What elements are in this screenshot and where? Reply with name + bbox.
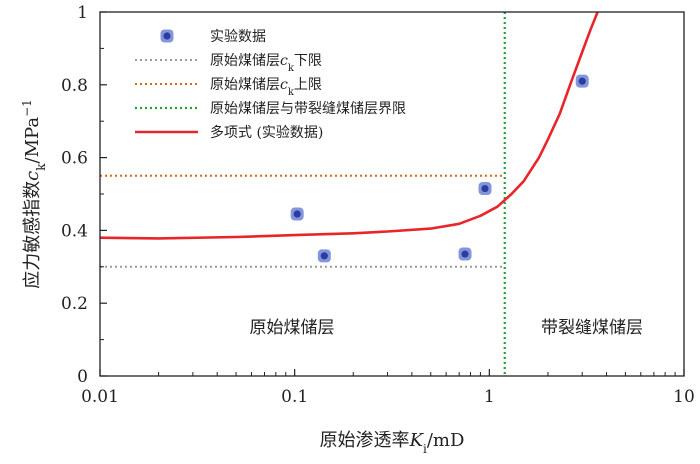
y-tick-label: 0.6 [61, 149, 88, 169]
y-tick-label: 0.2 [61, 294, 88, 314]
fit-curve [100, 12, 599, 240]
legend-label-boundary: 原始煤储层与带裂缝煤储层界限 [210, 101, 406, 117]
y-tick-label: 1 [77, 3, 88, 23]
y-axis-label: 应力敏感指数ck/MPa−1 [20, 99, 48, 289]
x-tick-label: 1 [484, 387, 495, 407]
region-label-original: 原始煤储层 [250, 318, 335, 338]
y-tick-label: 0.8 [61, 76, 88, 96]
legend-label-fit-curve: 多项式 (实验数据) [210, 124, 323, 141]
x-axis-label: 原始渗透率Ki/mD [320, 430, 465, 456]
x-tick-label: 0.1 [281, 387, 308, 407]
data-point [458, 247, 472, 261]
legend-label-points: 实验数据 [210, 29, 266, 45]
data-point [575, 74, 589, 88]
legend-marker-points [160, 29, 174, 43]
data-point [317, 249, 331, 263]
data-point-core [320, 252, 328, 260]
legend-label-upper-limit: 原始煤储层ck上限 [210, 77, 322, 98]
data-point [290, 207, 304, 221]
legend-label-lower-limit: 原始煤储层ck下限 [210, 53, 322, 74]
data-point [478, 182, 492, 196]
region-label-fractured: 带裂缝煤储层 [541, 318, 643, 338]
data-point-core [578, 77, 586, 85]
x-tick-label: 0.01 [81, 387, 119, 407]
data-point-core [163, 32, 171, 40]
data-point-core [481, 184, 489, 193]
y-tick-label: 0.4 [61, 221, 88, 241]
data-point-core [293, 210, 301, 218]
data-point-core [461, 250, 469, 258]
y-tick-label: 0 [77, 367, 88, 387]
x-tick-label: 10 [673, 387, 695, 407]
